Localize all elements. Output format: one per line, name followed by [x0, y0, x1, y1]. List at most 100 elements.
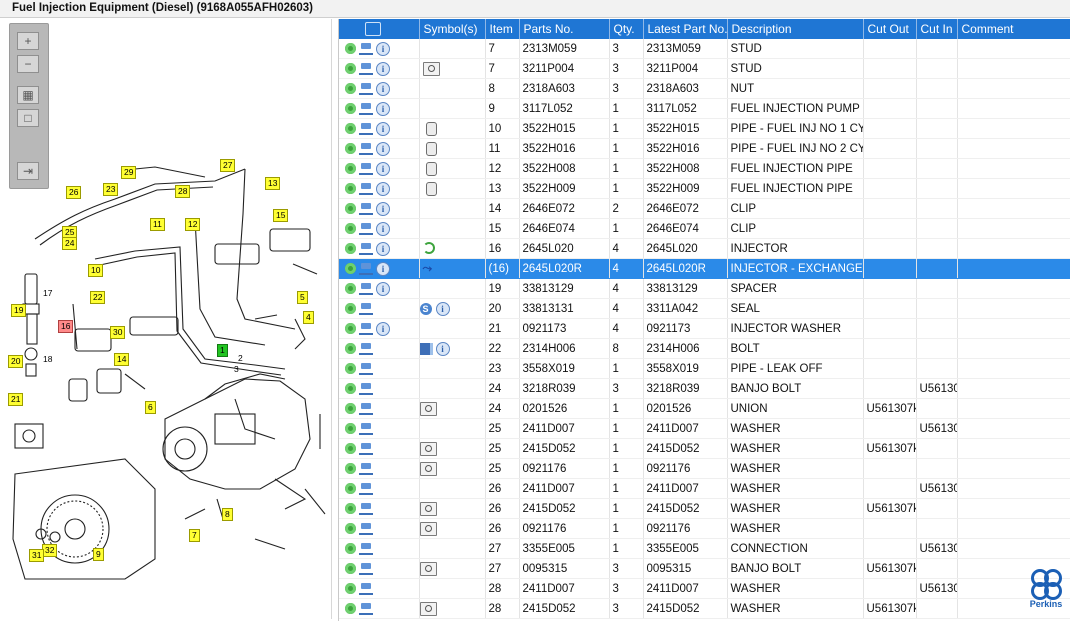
info-icon[interactable]: i [376, 261, 390, 276]
column-header-qty[interactable]: Qty. [609, 19, 644, 39]
table-row[interactable]: i 12 3522H008 1 3522H008 FUEL INJECTION PIPE [339, 158, 1070, 179]
add-to-cart-icon[interactable] [359, 182, 373, 195]
callout-18[interactable]: 18 [43, 354, 53, 364]
table-row[interactable]: 24 3218R039 3 3218R039 BANJO BOLT U56130 [339, 378, 1070, 399]
illustration-icon[interactable] [419, 401, 437, 416]
column-header-cut-in[interactable]: Cut In [916, 19, 958, 39]
callout-6[interactable]: 6 [145, 401, 156, 414]
gear-icon[interactable] [345, 243, 356, 254]
zoom-out-button[interactable]: − [17, 55, 39, 73]
add-to-cart-icon[interactable] [359, 582, 373, 595]
gear-icon[interactable] [345, 123, 356, 134]
add-to-cart-icon[interactable] [359, 382, 373, 395]
zoom-in-button[interactable]: + [17, 32, 39, 50]
callout-13[interactable]: 13 [265, 177, 281, 190]
add-to-cart-icon[interactable] [359, 482, 373, 495]
column-header-part-no[interactable]: Parts No. [519, 19, 610, 39]
add-to-cart-icon[interactable] [359, 502, 373, 515]
info-icon[interactable]: i [435, 301, 450, 316]
export-button[interactable]: ⇥ [17, 162, 39, 180]
gear-icon[interactable] [345, 443, 356, 454]
gear-icon[interactable] [345, 223, 356, 234]
add-to-cart-icon[interactable] [359, 142, 373, 155]
info-icon[interactable]: i [376, 81, 390, 96]
gear-icon[interactable] [345, 43, 356, 54]
info-icon[interactable]: i [376, 321, 390, 336]
column-header-symbols[interactable]: Symbol(s) [419, 19, 486, 39]
callout-21[interactable]: 21 [8, 393, 24, 406]
actual-size-button[interactable]: □ [17, 109, 39, 127]
gear-icon[interactable] [345, 383, 356, 394]
table-row[interactable]: i ⤳ (16) 2645L020R 4 2645L020R INJECTOR - EXCH… [339, 258, 1070, 279]
add-to-cart-icon[interactable] [359, 122, 373, 135]
callout-26[interactable]: 26 [66, 186, 82, 199]
info-icon[interactable]: i [376, 101, 390, 116]
callout-5[interactable]: 5 [297, 291, 308, 304]
service-icon[interactable]: S [419, 302, 432, 315]
add-to-cart-icon[interactable] [359, 562, 373, 575]
table-row[interactable]: 24 0201526 1 0201526 UNION U561307k [339, 398, 1070, 419]
column-header-actions[interactable] [339, 19, 420, 39]
table-row[interactable]: i 21 0921173 4 0921173 INJECTOR WASHER [339, 318, 1070, 339]
gear-icon[interactable] [345, 463, 356, 474]
gear-icon[interactable] [345, 263, 356, 274]
add-to-cart-icon[interactable] [359, 162, 373, 175]
add-to-cart-icon[interactable] [359, 62, 373, 75]
pipe-icon[interactable] [425, 181, 437, 196]
callout-9[interactable]: 9 [93, 548, 104, 561]
table-row[interactable]: i 11 3522H016 1 3522H016 PIPE - FUEL INJ NO 2… [339, 138, 1070, 159]
callout-23[interactable]: 23 [103, 183, 119, 196]
gear-icon[interactable] [345, 303, 356, 314]
illustration-icon[interactable] [419, 501, 437, 516]
pipe-icon[interactable] [425, 141, 437, 156]
add-to-cart-icon[interactable] [359, 202, 373, 215]
callout-19[interactable]: 19 [11, 304, 27, 317]
table-row[interactable]: i 22 2314H006 8 2314H006 BOLT [339, 338, 1070, 359]
callout-31[interactable]: 31 [29, 549, 45, 562]
callout-16[interactable]: 16 [58, 320, 74, 333]
callout-20[interactable]: 20 [8, 355, 24, 368]
gear-icon[interactable] [345, 143, 356, 154]
table-row[interactable]: i 13 3522H009 1 3522H009 FUEL INJECTION PIPE [339, 178, 1070, 199]
gear-icon[interactable] [345, 203, 356, 214]
add-to-cart-icon[interactable] [359, 102, 373, 115]
table-row[interactable]: i 16 2645L020 4 2645L020 INJECTOR [339, 238, 1070, 259]
gear-icon[interactable] [345, 323, 356, 334]
info-icon[interactable]: i [376, 221, 390, 236]
callout-12[interactable]: 12 [185, 218, 201, 231]
add-to-cart-icon[interactable] [359, 282, 373, 295]
callout-27[interactable]: 27 [220, 159, 236, 172]
gear-icon[interactable] [345, 343, 356, 354]
pipe-icon[interactable] [425, 161, 437, 176]
illustration-icon[interactable] [419, 561, 437, 576]
add-to-cart-icon[interactable] [359, 322, 373, 335]
gear-icon[interactable] [345, 503, 356, 514]
illustration-icon[interactable] [422, 61, 440, 76]
gear-icon[interactable] [345, 543, 356, 554]
add-to-cart-icon[interactable] [359, 422, 373, 435]
callout-8[interactable]: 8 [222, 508, 233, 521]
info-icon[interactable]: i [376, 61, 390, 76]
table-row[interactable]: 25 0921176 1 0921176 WASHER [339, 458, 1070, 479]
callout-7[interactable]: 7 [189, 529, 200, 542]
add-to-cart-icon[interactable] [359, 82, 373, 95]
gear-icon[interactable] [345, 483, 356, 494]
gear-icon[interactable] [345, 603, 356, 614]
gear-icon[interactable] [345, 563, 356, 574]
search-parts-icon[interactable] [365, 22, 381, 37]
table-row[interactable]: 23 3558X019 1 3558X019 PIPE - LEAK OFF [339, 358, 1070, 379]
gear-icon[interactable] [345, 423, 356, 434]
table-row[interactable]: 28 2415D052 3 2415D052 WASHER U561307k [339, 598, 1070, 619]
add-to-cart-icon[interactable] [359, 42, 373, 55]
add-to-cart-icon[interactable] [359, 362, 373, 375]
gear-icon[interactable] [345, 403, 356, 414]
gear-icon[interactable] [345, 183, 356, 194]
callout-2[interactable]: 2 [238, 353, 243, 363]
add-to-cart-icon[interactable] [359, 342, 373, 355]
callout-22[interactable]: 22 [90, 291, 106, 304]
gear-icon[interactable] [345, 63, 356, 74]
callout-29[interactable]: 29 [121, 166, 137, 179]
table-row[interactable]: 26 2411D007 1 2411D007 WASHER U56130 [339, 478, 1070, 499]
table-row[interactable]: 27 3355E005 1 3355E005 CONNECTION U56130 [339, 538, 1070, 559]
